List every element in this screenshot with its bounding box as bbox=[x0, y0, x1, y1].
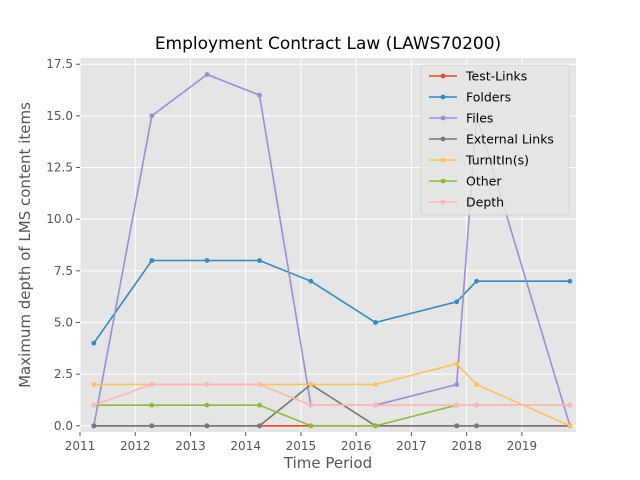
data-point bbox=[149, 423, 155, 429]
legend-marker bbox=[440, 115, 446, 121]
data-point bbox=[149, 402, 155, 408]
x-tick-label: 2015 bbox=[286, 439, 317, 453]
data-point bbox=[91, 402, 97, 408]
y-tick-label: 17.5 bbox=[46, 57, 73, 71]
legend-label: Other bbox=[466, 174, 502, 189]
legend-item: Test-Links bbox=[429, 69, 527, 84]
data-point bbox=[454, 299, 460, 305]
y-tick-label: 15.0 bbox=[46, 109, 73, 123]
legend-marker bbox=[440, 157, 446, 163]
y-tick-label: 5.0 bbox=[54, 315, 73, 329]
x-axis-ticks: 2011 2012 2013 2014 2015 2016 2017 2018 2019 bbox=[65, 432, 537, 453]
data-point bbox=[257, 402, 262, 408]
data-point bbox=[474, 402, 479, 408]
data-point bbox=[567, 278, 573, 284]
legend: Test-Links Folders Files External Links Turn… bbox=[420, 64, 570, 216]
x-tick-label: 2012 bbox=[120, 439, 151, 453]
data-point bbox=[149, 382, 155, 387]
data-point bbox=[454, 382, 460, 387]
legend-marker bbox=[440, 73, 446, 79]
data-point bbox=[474, 423, 479, 429]
data-point bbox=[454, 402, 460, 408]
data-point bbox=[257, 92, 262, 98]
data-point bbox=[149, 113, 155, 119]
data-point bbox=[257, 258, 262, 263]
legend-marker bbox=[440, 136, 446, 142]
data-point bbox=[373, 423, 378, 429]
data-point bbox=[373, 402, 378, 408]
data-point bbox=[474, 278, 479, 284]
data-point bbox=[308, 278, 314, 284]
y-tick-label: 7.5 bbox=[54, 264, 73, 278]
data-point bbox=[204, 258, 210, 263]
legend-item: Files bbox=[429, 111, 493, 126]
legend-label: Files bbox=[466, 111, 493, 126]
y-tick-label: 12.5 bbox=[46, 161, 73, 175]
legend-label: Depth bbox=[466, 195, 504, 210]
data-point bbox=[91, 423, 97, 429]
x-tick-label: 2011 bbox=[65, 439, 96, 453]
y-axis-ticks: 0.0 2.5 5.0 7.5 10.0 12.5 15.0 17.5 bbox=[46, 57, 80, 433]
x-tick-label: 2019 bbox=[507, 439, 538, 453]
data-point bbox=[373, 320, 378, 325]
data-point bbox=[474, 382, 479, 387]
data-point bbox=[149, 258, 155, 263]
legend-marker bbox=[440, 199, 446, 205]
y-tick-label: 10.0 bbox=[46, 212, 73, 226]
data-point bbox=[204, 402, 210, 408]
x-tick-label: 2014 bbox=[230, 439, 261, 453]
legend-item: Folders bbox=[429, 90, 511, 105]
chart-title: Employment Contract Law (LAWS70200) bbox=[155, 34, 501, 54]
data-point bbox=[308, 382, 314, 387]
y-tick-label: 2.5 bbox=[54, 367, 73, 381]
legend-label: Folders bbox=[466, 90, 511, 105]
series-layer bbox=[91, 72, 573, 429]
data-point bbox=[91, 382, 97, 387]
legend-item: External Links bbox=[429, 132, 554, 147]
legend-item: TurnItIn(s) bbox=[429, 153, 529, 168]
legend-marker bbox=[440, 94, 446, 100]
data-point bbox=[91, 340, 97, 346]
series-folders bbox=[91, 258, 573, 346]
data-point bbox=[373, 382, 378, 387]
legend-marker bbox=[440, 178, 446, 184]
series-depth bbox=[91, 382, 573, 408]
x-tick-label: 2016 bbox=[341, 439, 372, 453]
y-tick-label: 0.0 bbox=[54, 419, 73, 433]
data-point bbox=[308, 402, 314, 408]
data-point bbox=[257, 423, 262, 429]
x-tick-label: 2017 bbox=[396, 439, 427, 453]
x-tick-label: 2018 bbox=[451, 439, 482, 453]
legend-box bbox=[420, 64, 570, 216]
data-point bbox=[204, 72, 210, 77]
legend-label: TurnItIn(s) bbox=[465, 153, 529, 168]
legend-item: Other bbox=[429, 174, 502, 189]
x-tick-label: 2013 bbox=[175, 439, 206, 453]
x-axis-label: Time Period bbox=[283, 454, 372, 472]
data-point bbox=[204, 382, 210, 387]
data-point bbox=[567, 402, 573, 408]
data-point bbox=[257, 382, 262, 387]
legend-item: Depth bbox=[429, 195, 504, 210]
data-point bbox=[567, 423, 573, 429]
data-point bbox=[308, 423, 314, 429]
data-point bbox=[204, 423, 210, 429]
data-point bbox=[454, 423, 460, 429]
legend-label: External Links bbox=[466, 132, 554, 147]
y-axis-label: Maximum depth of LMS content items bbox=[16, 102, 34, 388]
legend-label: Test-Links bbox=[465, 69, 527, 84]
data-point bbox=[454, 361, 460, 367]
